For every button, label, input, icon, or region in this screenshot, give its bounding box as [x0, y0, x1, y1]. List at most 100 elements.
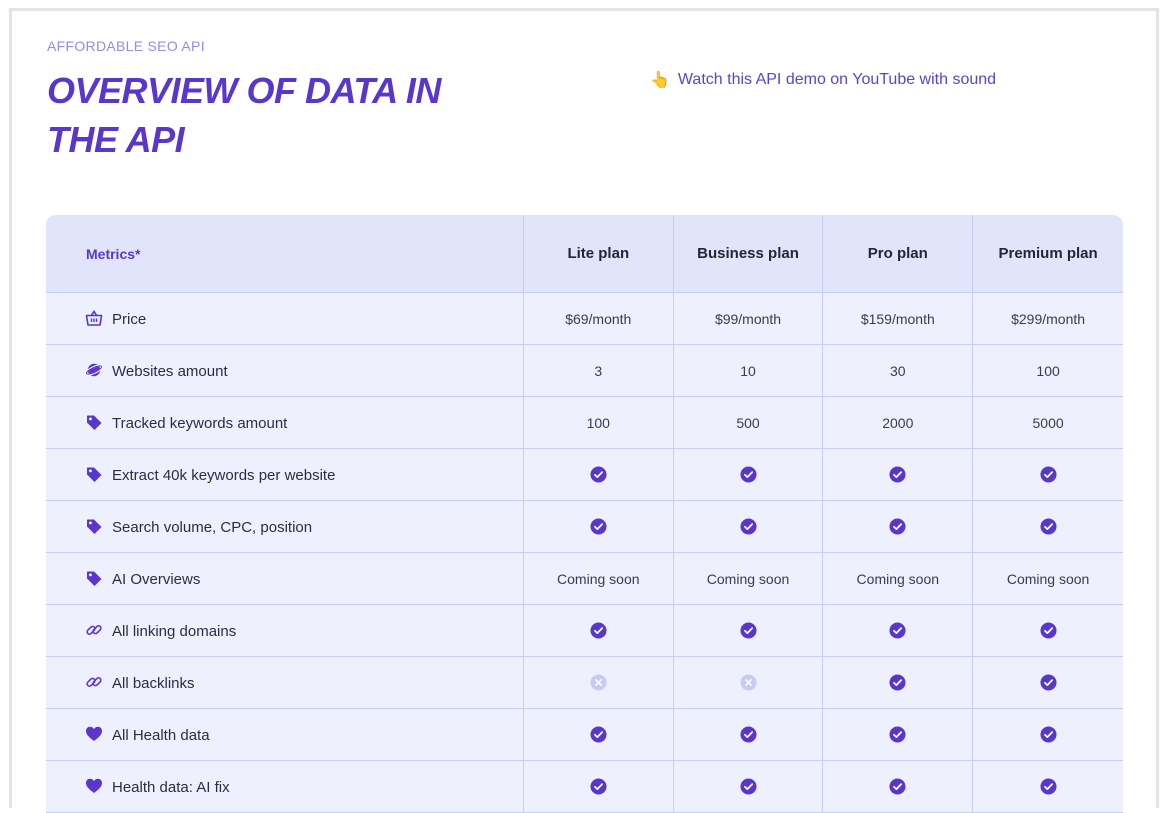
check-circle-icon	[1040, 674, 1057, 691]
cell-value: 30	[890, 362, 906, 379]
heart-icon	[85, 725, 103, 743]
cell-premium-plan: 100	[973, 345, 1123, 397]
cell-lite-plan: 100	[523, 397, 674, 449]
cell-value: 500	[736, 414, 760, 431]
metric-cell: All backlinks	[46, 657, 524, 709]
cell-business-plan: 500	[673, 397, 824, 449]
check-circle-icon	[740, 518, 757, 535]
link-icon	[85, 673, 103, 691]
cell-pro-plan: $159/month	[823, 293, 974, 345]
cell-value: 100	[586, 414, 610, 431]
metric-label: All backlinks	[112, 675, 195, 692]
cell-premium-plan	[973, 449, 1123, 501]
metric-label: AI Overviews	[112, 571, 201, 588]
table-row: AI Overviews Coming soon Coming soon Coming…	[46, 553, 1123, 605]
cell-premium-plan: $299/month	[973, 293, 1123, 345]
cell-value: 5000	[1032, 414, 1064, 431]
cell-business-plan	[673, 605, 824, 657]
table-row: All linking domains	[46, 605, 1123, 657]
plans-comparison-table: Metrics* Lite plan Business plan Pro pla…	[46, 215, 1123, 813]
cell-premium-plan	[973, 709, 1123, 761]
metric-cell: Tracked keywords amount	[46, 397, 524, 449]
metric-label: Health data: AI fix	[112, 779, 230, 796]
column-header-metrics: Metrics*	[46, 215, 524, 293]
cell-pro-plan	[823, 501, 974, 553]
cell-lite-plan: $69/month	[523, 293, 674, 345]
table-row: All Health data	[46, 709, 1123, 761]
check-circle-icon	[1040, 518, 1057, 535]
check-circle-icon	[889, 726, 906, 743]
cell-premium-plan	[973, 605, 1123, 657]
cell-business-plan: 10	[673, 345, 824, 397]
table-row: Search volume, CPC, position	[46, 501, 1123, 553]
table-row: Extract 40k keywords per website	[46, 449, 1123, 501]
metric-label: Price	[112, 311, 147, 328]
cell-value: 10	[740, 362, 756, 379]
tag-icon	[85, 413, 103, 431]
check-circle-icon	[889, 518, 906, 535]
table-body: Price $69/month $99/month $159/month $299/mo…	[46, 293, 1123, 813]
cell-pro-plan	[823, 761, 974, 813]
metric-cell: Extract 40k keywords per website	[46, 449, 524, 501]
cell-business-plan: $99/month	[673, 293, 824, 345]
check-circle-icon	[889, 466, 906, 483]
metric-label: Extract 40k keywords per website	[112, 467, 336, 484]
cell-premium-plan: Coming soon	[973, 553, 1123, 605]
table-row: Websites amount 3 10 30 100	[46, 345, 1123, 397]
basket-icon	[85, 309, 103, 327]
page-title: OVERVIEW OF DATA IN THE API	[47, 70, 441, 160]
table-row: Tracked keywords amount 100 500 2000 5000	[46, 397, 1123, 449]
check-circle-icon	[1040, 622, 1057, 639]
table-row: Price $69/month $99/month $159/month $299/mo…	[46, 293, 1123, 345]
metric-cell: Websites amount	[46, 345, 524, 397]
table-row: Health data: AI fix	[46, 761, 1123, 813]
cell-lite-plan: 3	[523, 345, 674, 397]
cell-business-plan	[673, 501, 824, 553]
metric-label: Search volume, CPC, position	[112, 519, 313, 536]
metric-label: Websites amount	[112, 363, 228, 380]
cell-lite-plan	[523, 709, 674, 761]
table-header-row: Metrics* Lite plan Business plan Pro pla…	[46, 215, 1123, 293]
metric-cell: All linking domains	[46, 605, 524, 657]
metric-label: All linking domains	[112, 623, 237, 640]
cell-value: Coming soon	[856, 570, 940, 587]
cell-value: Coming soon	[557, 570, 640, 587]
tag-icon	[85, 465, 103, 483]
check-circle-icon	[740, 726, 757, 743]
cell-lite-plan	[523, 605, 674, 657]
cell-value: Coming soon	[1006, 570, 1090, 587]
cell-business-plan	[673, 449, 824, 501]
check-circle-icon	[889, 622, 906, 639]
metric-label: Tracked keywords amount	[112, 415, 288, 432]
metric-cell: All Health data	[46, 709, 524, 761]
cell-value: $69/month	[565, 310, 632, 327]
check-circle-icon	[1040, 466, 1057, 483]
cell-pro-plan	[823, 605, 974, 657]
cell-lite-plan	[523, 449, 674, 501]
cross-circle-icon	[590, 674, 607, 691]
pointing-hand-icon: 👆	[650, 72, 670, 89]
cell-pro-plan: 30	[823, 345, 974, 397]
cell-value: 100	[1036, 362, 1060, 379]
table-row: All backlinks	[46, 657, 1123, 709]
tag-icon	[85, 517, 103, 535]
cell-value: $99/month	[714, 310, 782, 327]
check-circle-icon	[1040, 726, 1057, 743]
cell-lite-plan	[523, 657, 674, 709]
column-header-business-plan: Business plan	[673, 215, 824, 293]
check-circle-icon	[590, 622, 607, 639]
youtube-demo-link[interactable]: 👆 Watch this API demo on YouTube with so…	[650, 70, 996, 90]
column-header-lite-plan: Lite plan	[523, 215, 674, 293]
cell-premium-plan	[973, 761, 1123, 813]
cell-value: $299/month	[1011, 310, 1086, 327]
cell-value: 3	[594, 362, 603, 379]
cell-lite-plan: Coming soon	[523, 553, 674, 605]
check-circle-icon	[740, 778, 757, 795]
metric-label: All Health data	[112, 727, 210, 744]
cell-pro-plan: 2000	[823, 397, 974, 449]
metric-cell: Health data: AI fix	[46, 761, 524, 813]
cell-pro-plan: Coming soon	[823, 553, 974, 605]
cell-business-plan	[673, 657, 824, 709]
check-circle-icon	[1040, 778, 1057, 795]
metric-cell: Search volume, CPC, position	[46, 501, 524, 553]
